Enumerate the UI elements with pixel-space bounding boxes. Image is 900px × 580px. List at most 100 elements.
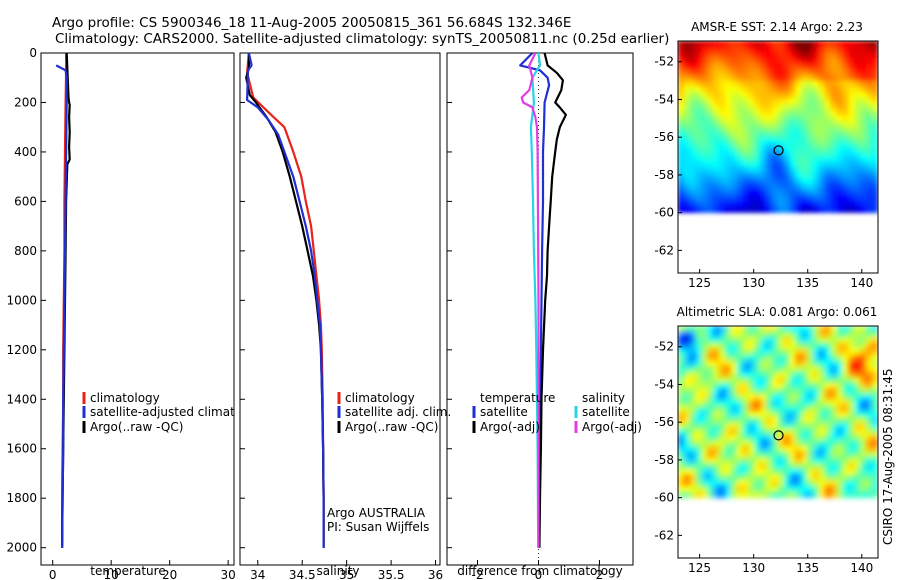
map-cell <box>707 206 714 213</box>
difference-legend: temperature satellite Argo(-adj) salinit… <box>472 391 642 434</box>
map-cell <box>783 69 791 76</box>
map-cell <box>865 57 873 65</box>
map-cell <box>678 400 685 407</box>
map-cell <box>854 75 861 82</box>
map-cell <box>830 394 838 401</box>
map-cell <box>742 354 749 361</box>
map-cell <box>718 360 726 367</box>
map-cell <box>771 189 779 196</box>
map-cell <box>765 480 773 487</box>
map-cell <box>842 468 849 475</box>
map-cell <box>736 115 743 122</box>
map-cell <box>848 103 855 110</box>
map-cell <box>683 474 691 481</box>
map-cell <box>813 195 820 202</box>
depth-tick-label: 0 <box>29 46 37 60</box>
map-cell <box>742 382 749 390</box>
map-x-tick-label: 135 <box>796 276 819 290</box>
map-cell <box>695 342 702 350</box>
map-cell <box>807 468 814 475</box>
map-cell <box>765 394 773 401</box>
map-cell <box>713 348 720 355</box>
map-cell <box>754 126 761 133</box>
map-cell <box>730 428 738 435</box>
map-cell <box>718 69 726 76</box>
map-cell <box>713 103 720 110</box>
map-cell <box>824 132 832 139</box>
map-cell <box>689 92 696 99</box>
map-cell <box>724 428 732 435</box>
map-cell <box>683 377 691 384</box>
map-cell <box>813 474 820 481</box>
map-cell <box>848 149 855 156</box>
map-cell <box>860 75 867 82</box>
map-cell <box>865 434 873 441</box>
map-cell <box>854 63 861 70</box>
map-cell <box>754 371 761 378</box>
map-cell <box>848 337 855 344</box>
map-cell <box>765 178 773 185</box>
map-cell <box>801 337 808 344</box>
map-cell <box>807 417 814 424</box>
map-cell <box>724 46 732 53</box>
map-cell <box>713 115 720 122</box>
map-cell <box>795 337 802 344</box>
map-cell <box>765 166 773 173</box>
map-cell <box>695 109 702 116</box>
map-cell <box>789 80 796 87</box>
map-cell <box>730 103 738 110</box>
map-cell <box>860 411 867 418</box>
map-cell <box>836 457 843 464</box>
map-cell <box>848 417 855 424</box>
map-cell <box>683 326 691 332</box>
map-cell <box>765 138 773 145</box>
map-cell <box>689 337 696 344</box>
map-cell <box>683 183 691 190</box>
map-cell <box>707 115 714 122</box>
map-cell <box>824 451 832 458</box>
map-cell <box>777 183 785 190</box>
map-cell <box>783 63 791 70</box>
map-cell <box>765 183 773 190</box>
map-cell <box>824 103 832 110</box>
map-cell <box>771 206 779 213</box>
map-cell <box>736 41 743 47</box>
map-cell <box>818 63 826 70</box>
map-cell <box>724 417 732 424</box>
map-cell <box>777 80 785 87</box>
map-cell <box>678 189 685 196</box>
map-cell <box>736 143 743 150</box>
map-cell <box>813 354 820 361</box>
map-cell <box>836 143 843 150</box>
map-cell <box>783 160 791 168</box>
map-cell <box>713 132 720 139</box>
map-cell <box>818 423 826 430</box>
map-cell <box>830 468 838 475</box>
map-cell <box>748 434 755 441</box>
map-cell <box>836 428 843 435</box>
series-line-climatology <box>246 53 325 548</box>
map-cell <box>754 69 761 76</box>
map-cell <box>724 126 732 133</box>
map-cell <box>748 138 755 145</box>
map-cell <box>860 178 867 185</box>
map-cell <box>713 41 720 47</box>
map-cell <box>795 103 802 110</box>
map-cell <box>683 138 691 145</box>
map-cell <box>807 491 814 498</box>
map-cell <box>848 172 855 179</box>
map-cell <box>842 463 849 470</box>
map-cell <box>871 428 878 435</box>
map-cell <box>865 206 873 213</box>
map-cell <box>736 75 743 82</box>
map-cell <box>842 331 849 338</box>
map-cell <box>789 57 796 65</box>
map-cell <box>789 417 796 424</box>
map-cell <box>713 172 720 179</box>
map-cell <box>836 195 843 202</box>
map-cell <box>801 434 808 441</box>
map-cell <box>824 69 832 76</box>
map-cell <box>713 63 720 70</box>
map-cell <box>818 474 826 481</box>
map-cell <box>813 132 820 139</box>
